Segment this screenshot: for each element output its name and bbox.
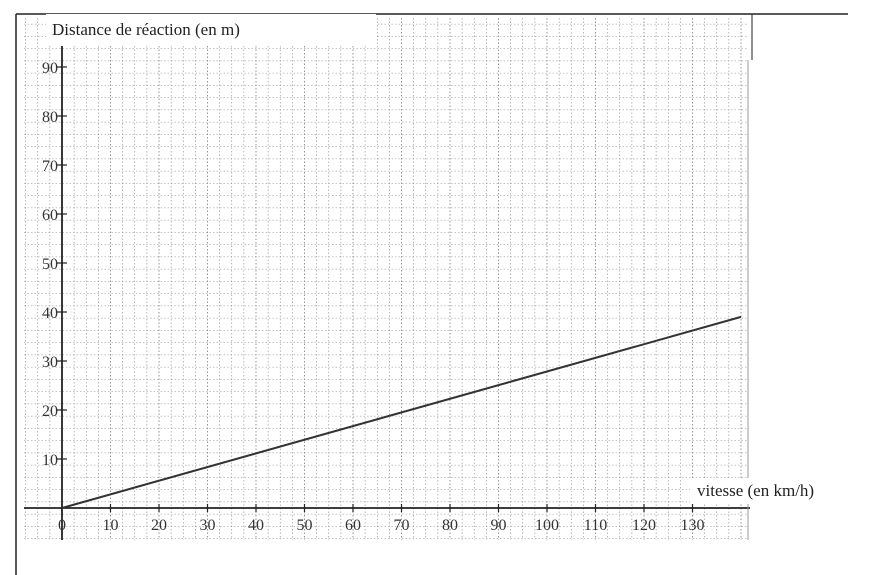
x-tick-label: 130 [681, 517, 705, 534]
y-tick-label: 40 [42, 305, 58, 322]
grid [24, 18, 748, 540]
x-tick-label: 0 [58, 517, 66, 534]
x-axis-title: vitesse (en km/h) [697, 481, 814, 500]
x-tick-label: 30 [200, 517, 216, 534]
y-tick-label: 70 [42, 158, 58, 175]
x-tick-label: 10 [103, 517, 119, 534]
y-tick-label: 80 [42, 109, 58, 126]
x-tick-label: 110 [584, 517, 607, 534]
y-tick-label: 50 [42, 256, 58, 273]
x-tick-label: 40 [248, 517, 264, 534]
y-tick-label: 30 [42, 354, 58, 371]
tick-labels: 0 10 20 30 40 50 60 70 80 90 100 110 120 130 10 20 30 40 5… [42, 60, 705, 534]
x-tick-label: 90 [491, 517, 507, 534]
series [61, 315, 742, 509]
y-tick-label: 90 [42, 60, 58, 77]
x-tick-label: 60 [345, 517, 361, 534]
x-tick-label: 50 [297, 517, 313, 534]
series-line [61, 315, 742, 509]
y-tick-label: 60 [42, 207, 58, 224]
x-axis-title-background [690, 478, 848, 504]
x-tick-label: 120 [632, 517, 656, 534]
y-tick-label: 10 [42, 452, 58, 469]
x-tick-label: 80 [442, 517, 458, 534]
x-tick-label: 70 [394, 517, 410, 534]
y-tick-label: 20 [42, 403, 58, 420]
x-tick-label: 20 [151, 517, 167, 534]
y-axis-title: Distance de réaction (en m) [52, 20, 240, 39]
y-axis-title-background [46, 14, 376, 44]
axes [24, 46, 750, 540]
x-tick-label: 100 [535, 517, 559, 534]
